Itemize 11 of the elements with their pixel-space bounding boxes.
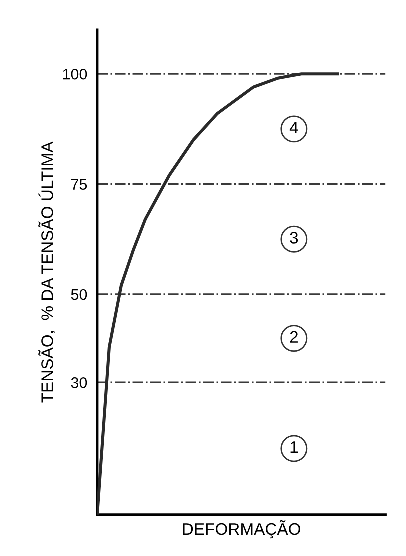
x-axis-title: DEFORMAÇÃO: [183, 520, 300, 539]
y-tick-label: 50: [71, 289, 88, 300]
y-tick-label: 30: [71, 377, 88, 388]
line-series: [97, 72, 340, 515]
annotation: 4: [290, 122, 298, 134]
annotation: 2: [290, 331, 298, 343]
annotation: 3: [290, 232, 298, 244]
y-tick-label: 75: [72, 179, 88, 190]
y-tick-label: 100: [63, 68, 88, 80]
y-axis-title: TENSÃO, % DA TENSÃO ÚLTIMA: [38, 142, 56, 403]
annotation: 1: [290, 442, 298, 454]
